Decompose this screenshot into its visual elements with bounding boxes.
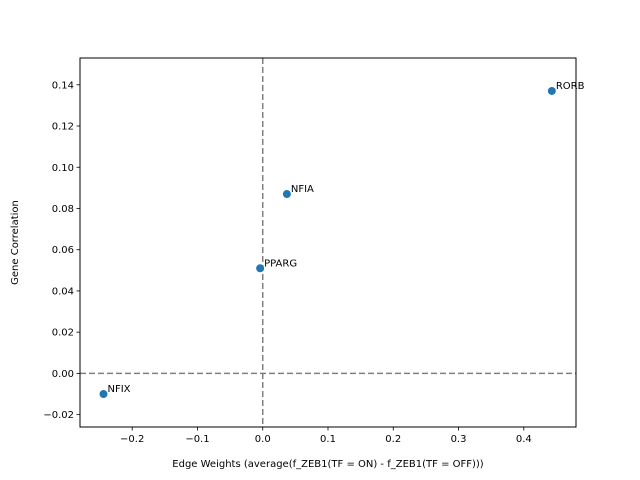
- x-tick-label: 0.4: [516, 434, 532, 445]
- data-point-pparg: [256, 264, 265, 273]
- y-tick-label: 0.00: [52, 369, 74, 380]
- data-point-labels: RORB NFIA PPARG NFIX: [107, 81, 584, 395]
- y-tick-label: −0.02: [43, 410, 74, 421]
- x-tick-label: −0.2: [120, 434, 144, 445]
- y-tick-label: 0.06: [52, 245, 74, 256]
- x-axis-label: Edge Weights (average(f_ZEB1(TF = ON) - …: [172, 459, 484, 470]
- reference-lines: [80, 58, 576, 427]
- x-tick-label: 0.2: [385, 434, 401, 445]
- x-axis-ticks: −0.2 −0.1 0.0 0.1 0.2 0.3 0.4: [120, 427, 532, 445]
- y-axis-label: Gene Correlation: [10, 200, 21, 285]
- y-tick-label: 0.08: [52, 204, 74, 215]
- data-point-nfix: [99, 390, 108, 399]
- data-point-label-rorb: RORB: [556, 81, 585, 92]
- y-tick-label: 0.12: [52, 122, 74, 133]
- data-point-label-pparg: PPARG: [264, 258, 297, 269]
- data-point-nfia: [282, 190, 291, 199]
- y-tick-label: 0.10: [52, 163, 74, 174]
- x-tick-label: 0.1: [320, 434, 336, 445]
- data-point-rorb: [547, 86, 556, 95]
- data-point-label-nfia: NFIA: [291, 184, 314, 195]
- y-tick-label: 0.02: [52, 328, 74, 339]
- x-tick-label: 0.0: [255, 434, 271, 445]
- data-points: [99, 86, 556, 399]
- y-tick-label: 0.14: [52, 80, 74, 91]
- x-tick-label: 0.3: [451, 434, 467, 445]
- data-point-label-nfix: NFIX: [107, 384, 130, 395]
- x-tick-label: −0.1: [185, 434, 209, 445]
- y-axis-ticks: −0.02 0.00 0.02 0.04 0.06 0.08 0.10 0.12 0.14: [43, 80, 80, 421]
- y-tick-label: 0.04: [52, 286, 74, 297]
